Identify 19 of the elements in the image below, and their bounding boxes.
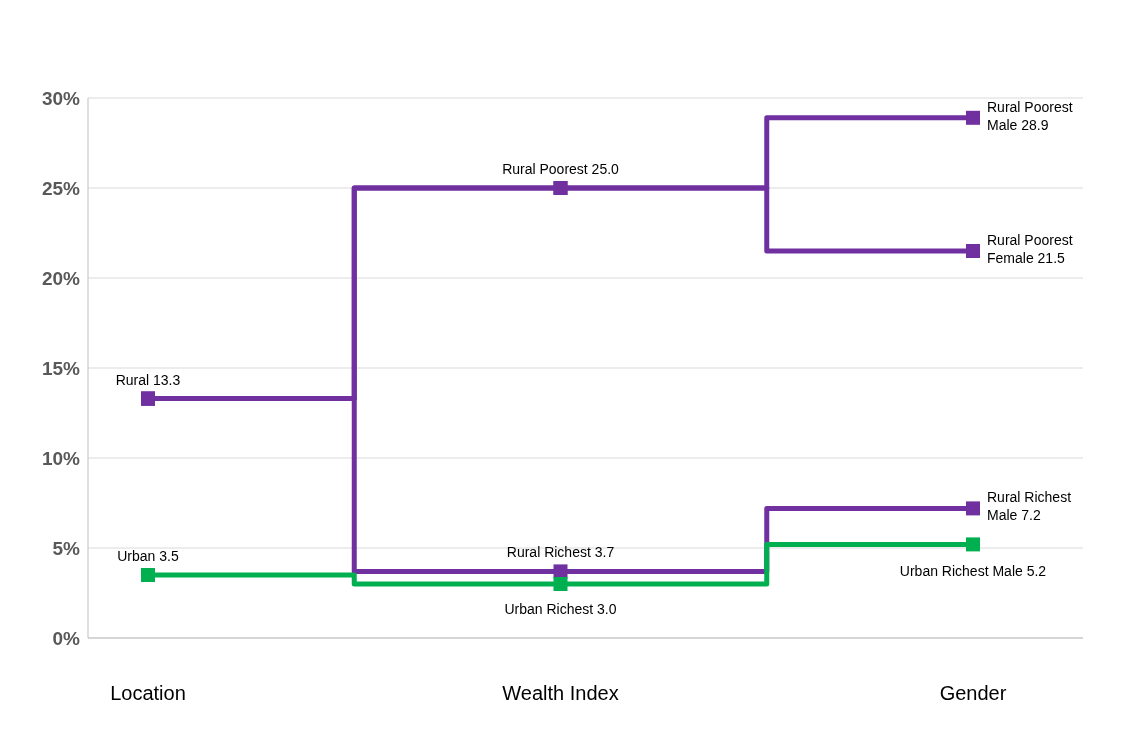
- annotation: Rural Poorest Male 28.9: [987, 98, 1073, 133]
- annotation: Rural Poorest Female 21.5: [987, 232, 1073, 266]
- y-tick-label: 10%: [41, 447, 81, 469]
- y-tick-label: 5%: [52, 537, 81, 559]
- y-tick-label: 20%: [41, 267, 81, 289]
- y-tick-label: 0%: [52, 627, 81, 649]
- x-tick-label: Wealth Index: [502, 682, 619, 705]
- annotation: Urban 3.5: [117, 548, 179, 564]
- y-tick-label: 15%: [41, 357, 81, 379]
- y-tick-label: 25%: [41, 177, 81, 199]
- y-tick-label: 30%: [41, 87, 81, 109]
- annotation: Rural Poorest 25.0: [502, 161, 620, 177]
- x-tick-label: Gender: [939, 682, 1007, 705]
- annotation: Urban Richest 3.0: [504, 601, 617, 617]
- annotation: Rural Richest Male 7.2: [987, 489, 1072, 524]
- x-tick-label: Location: [110, 682, 186, 705]
- annotation: Urban Richest Male 5.2: [899, 563, 1047, 580]
- annotation: Rural Richest 3.7: [506, 544, 615, 561]
- annotation: Rural 13.3: [115, 371, 181, 388]
